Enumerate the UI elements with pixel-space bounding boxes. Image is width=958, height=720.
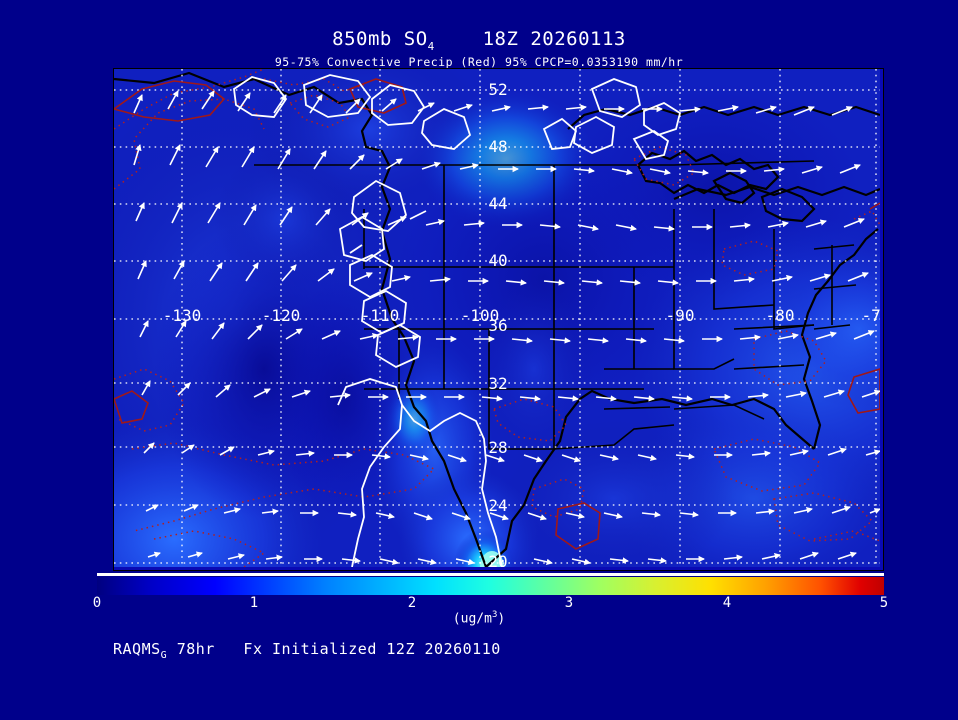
lat-label: 48 [488, 137, 507, 156]
title-field: 850mb SO [332, 28, 428, 50]
convective-precip-75-contour [114, 69, 880, 567]
colorbar-tick: 3 [564, 595, 574, 611]
latitude-label-group: 52 48 44 40 36 32 28 24 20 [488, 80, 507, 567]
lat-label: 40 [488, 251, 507, 270]
lon-label: -100 [461, 306, 500, 325]
lon-label: -110 [361, 306, 400, 325]
colorbar-units-label: (ug/m3) [0, 610, 958, 626]
footer-init-text: 78hr Fx Initialized 12Z 20260110 [167, 640, 501, 658]
colorbar-tick: 2 [407, 595, 417, 611]
units-close-paren: ) [497, 611, 506, 627]
state-border-layer [254, 160, 857, 450]
lat-label: 36 [488, 316, 507, 335]
lon-label: -130 [163, 306, 202, 325]
lat-label: 20 [488, 552, 507, 567]
colorbar-gradient [97, 577, 884, 595]
lat-label: 44 [488, 194, 507, 213]
lat-label: 28 [488, 438, 507, 457]
lon-label: -70 [862, 306, 880, 325]
colorbar [97, 573, 884, 595]
sulfate-field-layer [114, 69, 880, 567]
graticule-layer [114, 69, 880, 567]
units-exponent: 3 [491, 610, 498, 620]
map-svg: 52 48 44 40 36 32 28 24 20 -130 -120 -11… [114, 69, 880, 567]
model-name: RAQMS [113, 640, 161, 658]
lat-label: 24 [488, 496, 507, 515]
colorbar-tick: 5 [879, 595, 889, 611]
lat-label: 32 [488, 374, 507, 393]
coastline-border-layer [114, 71, 880, 567]
lat-label: 52 [488, 80, 507, 99]
units-text: (ug/m [452, 611, 492, 627]
map-plot-area: 52 48 44 40 36 32 28 24 20 -130 -120 -11… [113, 68, 884, 571]
lon-label: -120 [262, 306, 301, 325]
wind-vector-layer [133, 90, 880, 565]
colorbar-tick: 1 [249, 595, 259, 611]
title-field-subscript: 4 [427, 39, 435, 53]
title-valid-time: 18Z 20260113 [482, 28, 626, 50]
title-spacer [435, 28, 483, 50]
figure-title: 850mb SO4 18Z 20260113 [0, 28, 958, 53]
colorbar-tick: 0 [92, 595, 102, 611]
lon-label: -90 [666, 306, 695, 325]
colorbar-tick: 4 [722, 595, 732, 611]
convective-precip-95-red-contour [114, 78, 880, 550]
figure-footer: RAQMSG 78hr Fx Initialized 12Z 20260110 [113, 640, 501, 661]
longitude-label-group: -130 -120 -110 -100 -90 -80 -70 -60 [163, 306, 880, 325]
convective-precip-95-white-contour [233, 74, 682, 567]
lon-label: -80 [766, 306, 795, 325]
model-subscript: G [160, 650, 168, 661]
colorbar-top-rule [97, 573, 884, 576]
figure-subtitle: 95-75% Convective Precip (Red) 95% CPCP=… [274, 55, 684, 69]
